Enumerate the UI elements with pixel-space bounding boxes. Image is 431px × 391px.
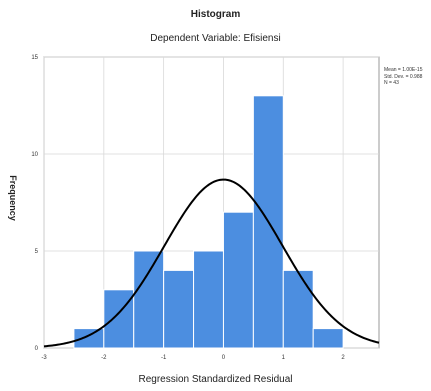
histogram-bar: [163, 269, 195, 349]
histogram-bar: [103, 289, 135, 349]
y-tick-label: 15: [31, 55, 38, 61]
histogram-bar: [73, 328, 105, 349]
x-tick-label: 2: [341, 355, 345, 361]
x-tick-label: -2: [101, 355, 107, 361]
histogram-bar: [222, 211, 254, 349]
chart-subtitle: Dependent Variable: Efisiensi: [150, 33, 281, 44]
normal-curve: [43, 178, 380, 348]
stats-std-dev: Std. Dev. = 0.988: [384, 73, 423, 80]
histogram-bar: [133, 250, 165, 349]
y-tick-label: 5: [35, 249, 39, 255]
x-tick-label: 0: [222, 355, 226, 361]
stats-n: N = 43: [384, 80, 399, 86]
x-tick-label: -3: [41, 355, 47, 361]
y-tick-label: 0: [35, 346, 39, 352]
chart-title: Histogram: [190, 9, 241, 20]
histogram-bar: [282, 269, 314, 349]
x-tick-label: 1: [282, 355, 286, 361]
y-tick-label: 10: [31, 152, 38, 158]
stats-mean: Mean = 1.00E-15: [384, 67, 423, 73]
histogram-bar: [312, 328, 344, 349]
x-tick-label: -1: [161, 355, 167, 361]
x-axis-label: Regression Standardized Residual: [138, 374, 293, 385]
stats-legend: Mean = 1.00E-15 Std. Dev. = 0.988 N = 43: [384, 67, 423, 87]
histogram-bar: [193, 250, 224, 349]
y-axis-label: Frequency: [8, 175, 18, 221]
